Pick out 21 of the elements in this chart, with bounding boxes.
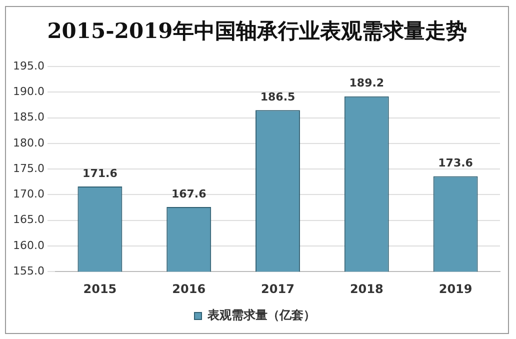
data-label: 173.6 (438, 156, 474, 170)
data-label: 189.2 (349, 76, 384, 90)
y-tick-label: 185.0 (12, 110, 44, 124)
y-tick-label: 170.0 (12, 188, 44, 201)
y-tick-label: 160.0 (12, 238, 44, 252)
chart-title: 2015-2019年中国轴承行业表观需求量走势 (46, 17, 468, 45)
data-label: 171.6 (82, 166, 118, 180)
y-tick-label: 165.0 (12, 213, 44, 226)
y-tick-label: 180.0 (12, 136, 44, 150)
x-tick-label: 2018 (350, 282, 384, 296)
y-tick-label: 175.0 (12, 162, 44, 175)
y-tick-label: 155.0 (12, 264, 44, 278)
y-tick-label: 190.0 (12, 85, 44, 98)
data-label: 167.6 (171, 187, 207, 200)
x-tick-label: 2015 (83, 282, 117, 296)
x-tick-label: 2017 (261, 282, 294, 296)
data-label: 186.5 (260, 90, 296, 104)
x-tick-label: 2019 (438, 282, 472, 296)
x-tick-label: 2016 (172, 282, 206, 296)
legend-label: 表观需求量（亿套） (206, 308, 316, 322)
y-tick-label: 195.0 (12, 59, 44, 72)
